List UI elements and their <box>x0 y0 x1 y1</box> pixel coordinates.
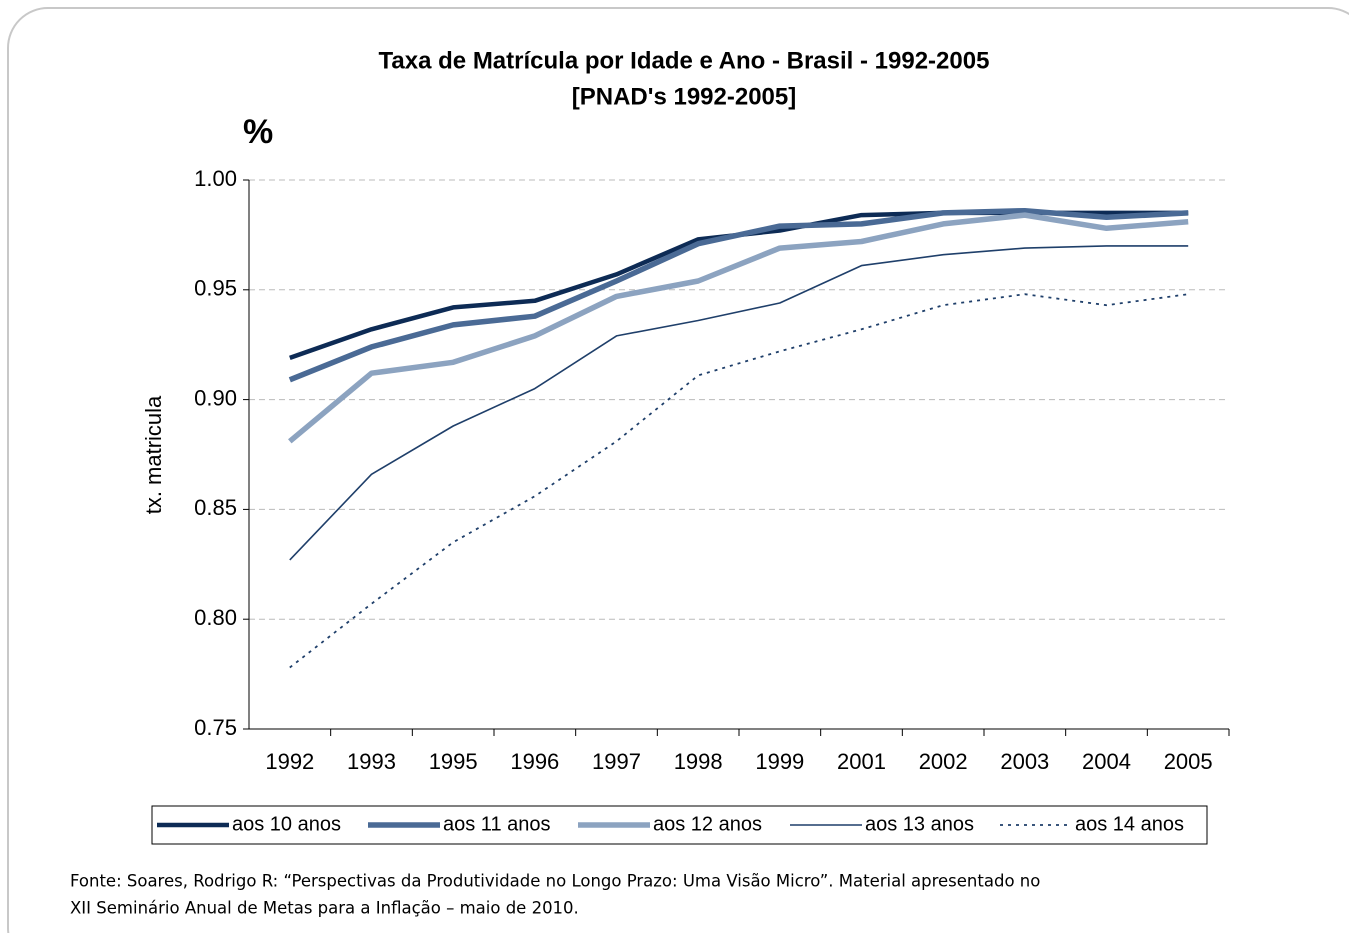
legend-label: aos 14 anos <box>1075 813 1184 835</box>
series-line <box>288 212 1189 444</box>
unit-annotation: % <box>243 113 273 151</box>
source-note: XII Seminário Anual de Metas para a Infl… <box>70 899 579 918</box>
legend-box <box>151 805 1208 845</box>
x-tick-label: 1998 <box>674 749 723 774</box>
x-tick-label: 1992 <box>265 749 314 774</box>
y-tick-label: 1.00 <box>194 166 237 191</box>
legend-label: aos 13 anos <box>865 813 974 835</box>
x-tick-label: 1999 <box>755 749 804 774</box>
x-tick-label: 1997 <box>592 749 641 774</box>
card <box>7 7 1349 933</box>
chart-title: Taxa de Matrícula por Idade e Ano - Bras… <box>379 47 990 74</box>
series-line <box>289 293 1189 669</box>
legend-label: aos 12 anos <box>653 813 762 835</box>
y-tick-label: 0.90 <box>194 385 237 410</box>
x-tick-label: 2002 <box>919 749 968 774</box>
x-tick-label: 2003 <box>1000 749 1049 774</box>
y-tick-label: 0.85 <box>194 495 237 520</box>
series-line <box>289 245 1189 561</box>
y-tick-label: 0.75 <box>194 715 237 740</box>
y-tick-label: 0.80 <box>194 605 237 630</box>
x-tick-label: 1996 <box>510 749 559 774</box>
x-tick-label: 2001 <box>837 749 886 774</box>
legend-label: aos 11 anos <box>443 813 551 835</box>
x-tick-label: 2005 <box>1164 749 1213 774</box>
source-note: Fonte: Soares, Rodrigo R: “Perspectivas … <box>70 872 1040 891</box>
x-tick-label: 2004 <box>1082 749 1131 774</box>
y-axis-label: tx. matricula <box>141 395 166 514</box>
x-tick-label: 1995 <box>429 749 478 774</box>
legend-label: aos 10 anos <box>232 813 341 835</box>
chart-subtitle: [PNAD's 1992-2005] <box>572 83 796 110</box>
series-line <box>288 207 1189 383</box>
y-tick-label: 0.95 <box>194 276 237 301</box>
x-tick-label: 1993 <box>347 749 396 774</box>
